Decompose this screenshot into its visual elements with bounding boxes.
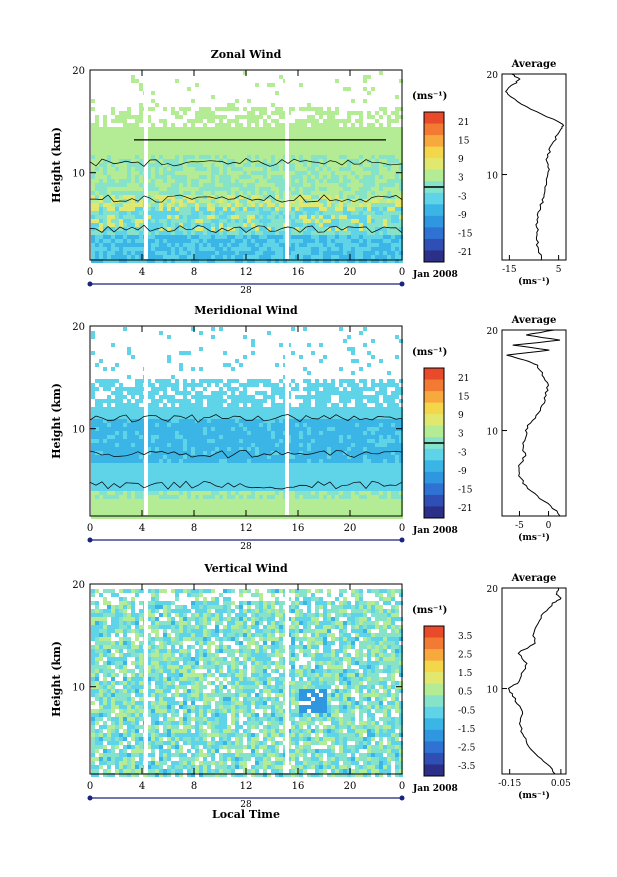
zonal-y-tick: 20 <box>72 66 85 77</box>
vertical-x-tick: 12 <box>240 781 253 792</box>
vertical-ylabel: Height (km) <box>50 641 63 717</box>
zonal-x-tick: 12 <box>240 267 253 278</box>
vertical-average-xlabel: (ms⁻¹) <box>518 790 550 801</box>
meridional-y-tick: 20 <box>72 322 85 333</box>
vertical-title: Vertical Wind <box>203 562 288 575</box>
vertical-average-x-tick: -0.15 <box>498 779 521 789</box>
zonal-colorbar-tick: 21 <box>458 118 469 128</box>
meridional-y-tick: 10 <box>72 425 85 436</box>
zonal-colorbar-tick: -3 <box>458 192 467 202</box>
vertical-average-frame <box>502 588 566 774</box>
zonal-colorbar-tick: -21 <box>458 248 473 258</box>
vertical-x-tick: 16 <box>292 781 305 792</box>
zonal-average-profile <box>506 74 564 260</box>
meridional-date-label: Jan 2008 <box>412 526 458 536</box>
zonal-colorbar-unit: (ms⁻¹) <box>412 91 447 102</box>
meridional-colorbar-tick: -21 <box>458 504 473 514</box>
vertical-x-tick: 0 <box>399 781 405 792</box>
vertical-average-x-tick: 0.05 <box>551 779 571 789</box>
zonal-average-title: Average <box>511 59 557 70</box>
meridional-average-frame <box>502 330 566 516</box>
vertical-colorbar-tick: 2.5 <box>458 651 473 661</box>
zonal-colorbar-tick: 3 <box>458 174 464 184</box>
meridional-average-x-tick: -5 <box>515 521 524 531</box>
zonal-x-tick: 0 <box>87 267 93 278</box>
zonal-title: Zonal Wind <box>211 48 282 61</box>
meridional-x-tick: 4 <box>139 523 145 534</box>
vertical-y-tick: 10 <box>72 683 85 694</box>
vertical-colorbar-unit: (ms⁻¹) <box>412 605 447 616</box>
meridional-average-profile <box>507 330 560 516</box>
zonal-heatmap <box>90 71 403 263</box>
zonal-average-x-tick: -15 <box>502 265 517 275</box>
meridional-ylabel: Height (km) <box>50 383 63 459</box>
zonal-ylabel: Height (km) <box>50 127 63 203</box>
zonal-colorbar-tick: 15 <box>458 137 470 147</box>
vertical-x-tick: 8 <box>191 781 197 792</box>
vertical-xlabel: Local Time <box>212 808 280 821</box>
zonal-average-y-tick: 10 <box>487 172 499 182</box>
vertical-y-tick: 20 <box>72 580 85 591</box>
zonal-colorbar-tick: 9 <box>458 155 464 165</box>
vertical-average-title: Average <box>511 573 557 584</box>
meridional-x-tick: 16 <box>292 523 305 534</box>
meridional-x-tick: 20 <box>344 523 357 534</box>
vertical-colorbar-tick: -1.5 <box>458 725 476 735</box>
meridional-colorbar-tick: 3 <box>458 430 464 440</box>
vertical-colorbar-tick: -2.5 <box>458 743 476 753</box>
zonal-x-tick: 0 <box>399 267 405 278</box>
zonal-average-xlabel: (ms⁻¹) <box>518 276 550 287</box>
vertical-average-y-tick: 20 <box>487 585 499 595</box>
vertical-date-label: Jan 2008 <box>412 784 458 794</box>
meridional-average-xlabel: (ms⁻¹) <box>518 532 550 543</box>
zonal-colorbar-tick: -9 <box>458 211 467 221</box>
zonal-x-tick: 8 <box>191 267 197 278</box>
zonal-x-tick: 4 <box>139 267 145 278</box>
meridional-x-tick: 0 <box>399 523 405 534</box>
zonal-average-x-tick: 5 <box>556 265 562 275</box>
zonal-date-tick: 28 <box>240 286 252 296</box>
meridional-colorbar-tick: 21 <box>458 374 469 384</box>
zonal-average-frame <box>502 74 566 260</box>
meridional-x-tick: 12 <box>240 523 253 534</box>
vertical-x-tick: 4 <box>139 781 145 792</box>
meridional-colorbar-unit: (ms⁻¹) <box>412 347 447 358</box>
vertical-colorbar-tick: 3.5 <box>458 632 473 642</box>
meridional-colorbar-tick: 9 <box>458 411 464 421</box>
meridional-x-tick: 0 <box>87 523 93 534</box>
zonal-date-label: Jan 2008 <box>412 270 458 280</box>
meridional-colorbar-tick: 15 <box>458 393 470 403</box>
vertical-colorbar-tick: -3.5 <box>458 762 476 772</box>
zonal-average-y-tick: 20 <box>487 71 499 81</box>
meridional-colorbar-tick: -3 <box>458 448 467 458</box>
meridional-average-y-tick: 20 <box>487 327 499 337</box>
meridional-x-tick: 8 <box>191 523 197 534</box>
vertical-x-tick: 20 <box>344 781 357 792</box>
meridional-average-x-tick: 0 <box>546 521 552 531</box>
meridional-colorbar-tick: -9 <box>458 467 467 477</box>
zonal-colorbar-tick: -15 <box>458 229 473 239</box>
meridional-title: Meridional Wind <box>194 304 298 317</box>
zonal-panel: Zonal Wind 10 20 Height (km) 0 4 8 12 16 20 0 28 Jan… <box>50 48 566 296</box>
zonal-x-tick: 20 <box>344 267 357 278</box>
vertical-heatmap <box>91 585 403 777</box>
zonal-y-tick: 10 <box>72 169 85 180</box>
vertical-colorbar-tick: 1.5 <box>458 669 473 679</box>
meridional-colorbar-tick: -15 <box>458 485 473 495</box>
vertical-colorbar-tick: -0.5 <box>458 706 476 716</box>
vertical-average-y-tick: 10 <box>487 686 499 696</box>
zonal-x-tick: 16 <box>292 267 305 278</box>
meridional-panel: Meridional Wind 10 20 Height (km) 0 4 8 12 16 20 0… <box>50 304 566 552</box>
meridional-heatmap <box>90 327 403 519</box>
vertical-x-tick: 0 <box>87 781 93 792</box>
meridional-average-y-tick: 10 <box>487 428 499 438</box>
vertical-average-profile <box>508 588 561 774</box>
vertical-colorbar-tick: 0.5 <box>458 688 473 698</box>
meridional-average-title: Average <box>511 315 557 326</box>
meridional-date-tick: 28 <box>240 542 252 552</box>
